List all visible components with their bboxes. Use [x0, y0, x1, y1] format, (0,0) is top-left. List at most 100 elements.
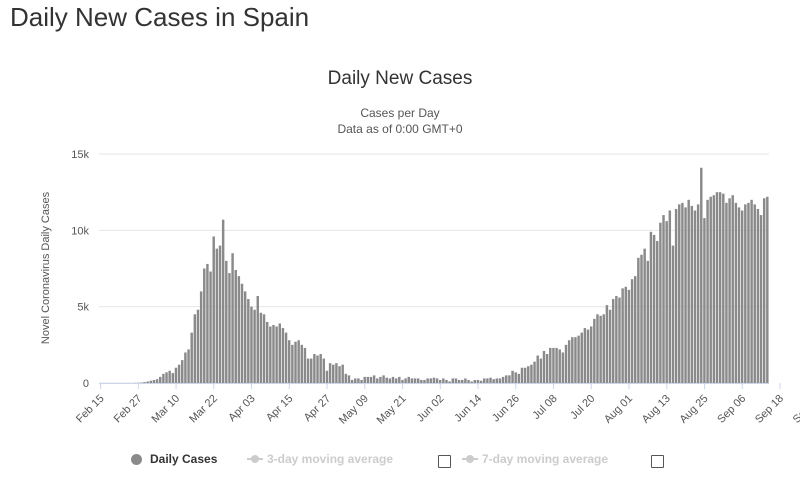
- bar: [432, 377, 436, 383]
- bar: [690, 205, 694, 383]
- legend-item-3-day-average[interactable]: 3-day moving average: [247, 452, 393, 466]
- bar: [146, 381, 149, 383]
- bar: [322, 358, 326, 383]
- x-tick-label: Jun 14: [452, 393, 484, 425]
- y-tick-label: 10k: [71, 225, 89, 237]
- bar: [643, 248, 646, 383]
- bar: [731, 195, 734, 383]
- bar: [379, 376, 382, 383]
- bar: [284, 332, 288, 383]
- bar: [593, 318, 596, 383]
- bar: [429, 378, 432, 383]
- bar: [511, 370, 514, 383]
- bar: [442, 378, 445, 383]
- y-tick-label: 5k: [77, 302, 89, 314]
- bar: [372, 375, 376, 383]
- bar: [687, 199, 690, 383]
- bar: [454, 378, 458, 383]
- legend-item-daily-cases[interactable]: Daily Cases: [131, 452, 217, 466]
- bar: [489, 377, 492, 383]
- bar: [649, 231, 653, 383]
- bar: [523, 367, 527, 383]
- bar: [332, 364, 335, 383]
- bar: [602, 314, 605, 383]
- bar: [328, 363, 332, 383]
- bar: [306, 358, 310, 383]
- bar: [586, 329, 590, 383]
- bar: [413, 378, 417, 383]
- bar: [693, 210, 697, 383]
- bar: [435, 378, 439, 383]
- bar: [250, 306, 253, 383]
- bar: [445, 379, 448, 383]
- chart-subtitle-units: Cases per Day: [360, 106, 440, 120]
- bar: [394, 378, 398, 383]
- bar: [243, 291, 247, 383]
- bar: [287, 340, 291, 383]
- bar: [281, 328, 285, 383]
- y-axis-title: Novel Coronavirus Daily Cases: [40, 191, 52, 344]
- bar: [199, 291, 203, 383]
- checkbox-7-day-average[interactable]: [651, 455, 664, 468]
- checkbox-3-day-average[interactable]: [438, 455, 451, 468]
- chart-title: Daily New Cases: [327, 68, 473, 89]
- x-tick-label: Aug 13: [640, 393, 673, 426]
- bar: [363, 376, 366, 383]
- bar: [608, 309, 612, 383]
- bar: [149, 380, 153, 383]
- bar: [545, 353, 549, 383]
- bar: [187, 349, 190, 383]
- bar: [256, 295, 259, 383]
- bar: [486, 378, 489, 383]
- bar: [476, 379, 480, 383]
- bar: [630, 279, 634, 383]
- bar: [275, 326, 278, 383]
- bar: [659, 222, 662, 383]
- bar: [574, 337, 577, 383]
- bar: [313, 353, 316, 383]
- bar: [479, 380, 483, 383]
- bar: [464, 378, 467, 383]
- bar: [637, 257, 640, 383]
- bar: [718, 192, 722, 383]
- legend-item-7-day-average[interactable]: 7-day moving average: [462, 452, 608, 466]
- page-title: Daily New Cases in Spain: [10, 2, 310, 32]
- y-tick-label: 15k: [71, 149, 89, 161]
- bar: [750, 199, 753, 383]
- gridlines: [99, 153, 769, 384]
- bar: [451, 378, 454, 383]
- legend-label-3-day-average: 3-day moving average: [267, 452, 394, 466]
- bar: [209, 271, 212, 383]
- x-tick-label: Jun 26: [490, 393, 522, 425]
- bar: [410, 378, 414, 383]
- bar: [401, 379, 404, 383]
- bar: [366, 376, 370, 383]
- bar: [203, 268, 206, 383]
- bar: [498, 378, 502, 383]
- bar: [624, 286, 628, 383]
- bar: [291, 344, 294, 383]
- bar: [168, 370, 171, 383]
- bar: [234, 270, 237, 383]
- bar: [300, 344, 304, 383]
- bar: [247, 299, 250, 383]
- bar: [696, 204, 700, 383]
- bar: [360, 379, 363, 383]
- bar: [627, 289, 631, 383]
- bar: [615, 295, 618, 383]
- bar: [583, 328, 587, 383]
- bar: [272, 324, 275, 383]
- x-tick-label: Mar 22: [187, 393, 220, 426]
- bar: [681, 202, 684, 383]
- bar: [709, 196, 712, 383]
- bar: [605, 305, 609, 383]
- x-tick-label: Mar 10: [149, 393, 182, 426]
- bar: [652, 234, 656, 383]
- bar: [398, 376, 401, 383]
- bar: [621, 288, 624, 383]
- bar: [228, 273, 231, 383]
- bar: [725, 202, 728, 383]
- x-tick-label: Sep 30: [791, 393, 800, 426]
- bar: [599, 315, 602, 383]
- bar: [382, 375, 385, 383]
